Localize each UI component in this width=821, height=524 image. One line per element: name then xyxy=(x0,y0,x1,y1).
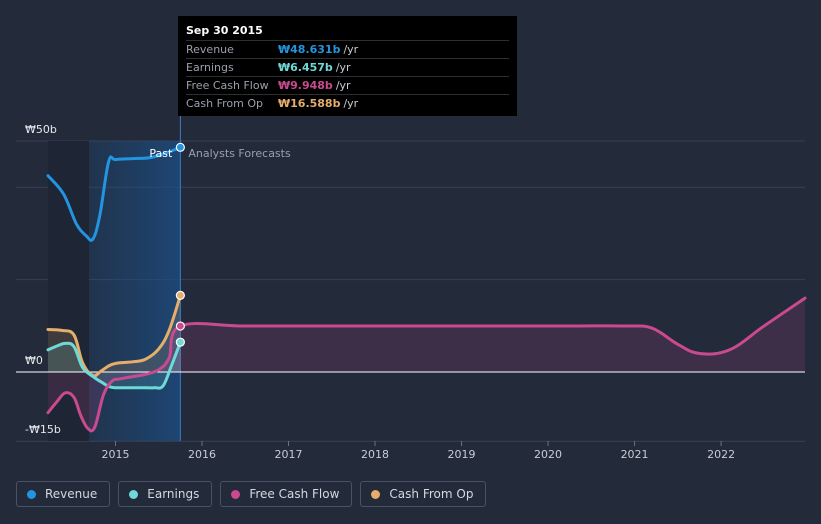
revenue-line xyxy=(46,145,182,242)
tooltip-value: ₩16.588b xyxy=(278,97,341,110)
cash-from-op-dot-icon xyxy=(371,489,381,499)
tooltip-row-free-cash-flow: Free Cash Flow ₩9.948b /yr xyxy=(186,76,509,94)
x-tick-label: 2018 xyxy=(361,448,389,461)
earnings-dot-icon xyxy=(129,489,139,499)
tooltip-unit: /yr xyxy=(335,61,351,74)
tooltip-date: Sep 30 2015 xyxy=(186,24,263,37)
past-shade-dark xyxy=(48,141,89,441)
y-tick-label: -₩15b xyxy=(25,423,61,436)
tooltip-label: Earnings xyxy=(186,61,234,74)
x-tick-label: 2017 xyxy=(275,448,303,461)
legend-label: Free Cash Flow xyxy=(249,487,340,501)
x-tick-label: 2019 xyxy=(448,448,476,461)
tooltip: Sep 30 2015 Revenue ₩48.631b /yr Earning… xyxy=(178,16,517,116)
legend-label: Earnings xyxy=(147,487,200,501)
x-tick-label: 2020 xyxy=(534,448,562,461)
tooltip-unit: /yr xyxy=(343,43,359,56)
x-axis-ticks: 2015 2016 2017 2018 2019 2020 2021 2022 xyxy=(101,441,735,461)
tooltip-unit: /yr xyxy=(335,79,351,92)
x-tick-label: 2022 xyxy=(707,448,735,461)
legend-item-revenue[interactable]: Revenue xyxy=(16,481,111,507)
legend-item-cash-from-op[interactable]: Cash From Op xyxy=(360,481,487,507)
earnings-marker xyxy=(175,337,185,347)
free-cash-flow-dot-icon xyxy=(231,489,241,499)
x-tick-label: 2016 xyxy=(188,448,216,461)
revenue-marker xyxy=(175,142,185,152)
legend-label: Revenue xyxy=(45,487,98,501)
legend-item-free-cash-flow[interactable]: Free Cash Flow xyxy=(220,481,353,507)
tooltip-row-revenue: Revenue ₩48.631b /yr xyxy=(186,40,509,58)
cash-from-op-line xyxy=(46,293,182,378)
legend: Revenue Earnings Free Cash Flow Cash Fro… xyxy=(16,481,487,509)
past-label: Past xyxy=(149,147,173,160)
forecast-label: Analysts Forecasts xyxy=(188,147,291,160)
tooltip-value: ₩9.948b xyxy=(278,79,333,92)
x-tick-label: 2015 xyxy=(101,448,129,461)
y-axis-labels: ₩50b ₩0 -₩15b xyxy=(25,123,61,436)
earnings-line xyxy=(46,340,182,390)
revenue-dot-icon xyxy=(27,489,36,499)
cash-from-op-area xyxy=(48,295,181,376)
y-tick-label: ₩50b xyxy=(25,123,57,136)
y-tick-label: ₩0 xyxy=(25,354,43,367)
tooltip-value: ₩48.631b xyxy=(278,43,341,56)
cash-from-op-marker xyxy=(175,290,185,300)
tooltip-label: Revenue xyxy=(186,43,234,56)
line-layer xyxy=(46,145,807,433)
tooltip-row-cash-from-op: Cash From Op ₩16.588b /yr xyxy=(186,94,509,112)
tooltip-label: Cash From Op xyxy=(186,97,264,110)
tooltip-row-earnings: Earnings ₩6.457b /yr xyxy=(186,58,509,76)
legend-item-earnings[interactable]: Earnings xyxy=(118,481,213,507)
earnings-area xyxy=(48,342,181,389)
free-cash-flow-line xyxy=(46,296,807,433)
tooltip-unit: /yr xyxy=(343,97,359,110)
free-cash-flow-area xyxy=(48,298,805,431)
marker-layer xyxy=(175,142,185,347)
x-tick-label: 2021 xyxy=(621,448,649,461)
tooltip-value: ₩6.457b xyxy=(278,61,333,74)
tooltip-label: Free Cash Flow xyxy=(186,79,269,92)
free-cash-flow-marker xyxy=(175,321,185,331)
area-layer xyxy=(48,295,805,431)
legend-label: Cash From Op xyxy=(389,487,474,501)
